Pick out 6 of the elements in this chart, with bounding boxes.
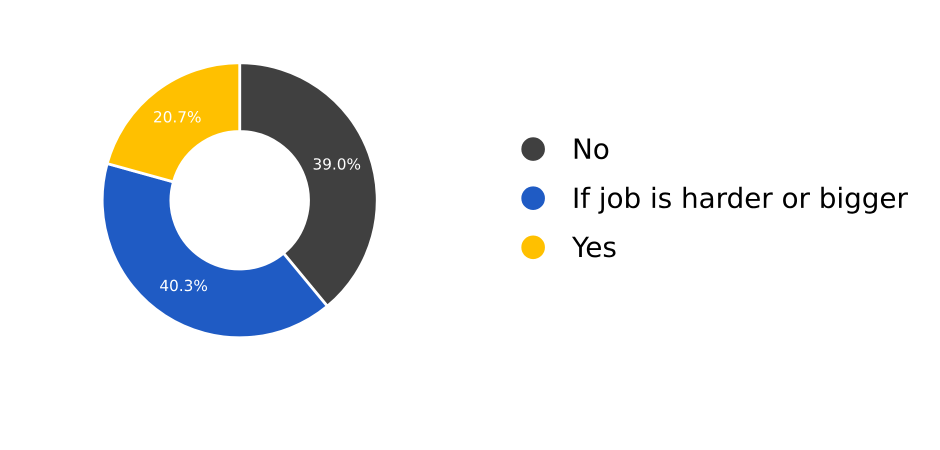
legend-label: Yes	[572, 236, 616, 258]
legend-label: If job is harder or bigger	[574, 186, 908, 214]
data-label: 20.7%	[154, 111, 201, 123]
data-label: 40.3%	[160, 280, 208, 292]
legend-label: No	[574, 138, 608, 160]
data-label: 39.0%	[314, 158, 360, 170]
